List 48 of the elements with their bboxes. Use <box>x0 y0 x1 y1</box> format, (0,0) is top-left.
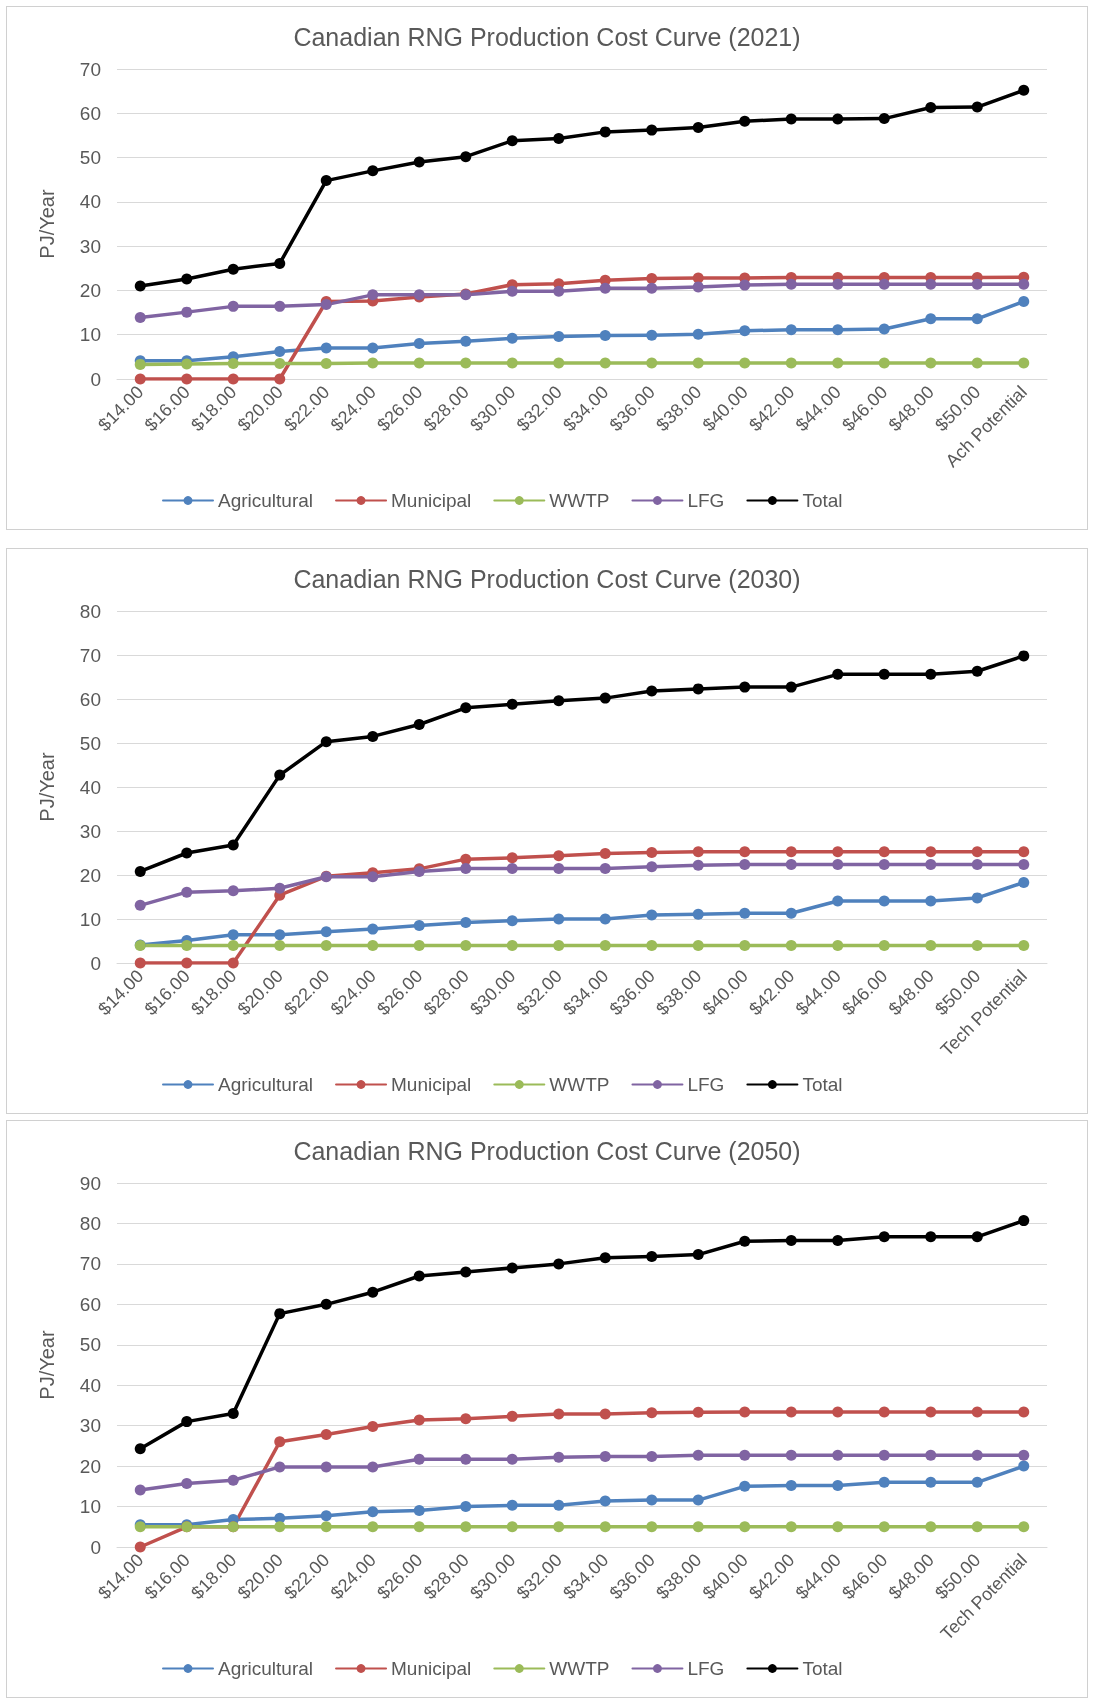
y-tick-label: 40 <box>79 191 101 213</box>
legend-label: LFG <box>687 1658 725 1679</box>
y-tick-label: 40 <box>79 776 101 798</box>
legend-label: WWTP <box>549 1074 610 1095</box>
y-tick-label: 20 <box>79 1455 101 1477</box>
chart-title: Canadian RNG Production Cost Curve (2030) <box>293 564 801 593</box>
y-tick-label: 40 <box>79 1374 101 1396</box>
y-tick-label: 80 <box>79 600 101 622</box>
y-tick-label: 10 <box>79 1496 101 1518</box>
chart-title: Canadian RNG Production Cost Curve (2021) <box>293 22 801 51</box>
legend-label: Total <box>802 1658 843 1679</box>
y-tick-label: 70 <box>79 1253 101 1275</box>
y-tick-label: 20 <box>79 864 101 886</box>
legend-label: Municipal <box>391 490 472 511</box>
y-tick-label: 10 <box>79 324 101 346</box>
y-axis-title: PJ/Year <box>36 1330 58 1400</box>
y-tick-label: 10 <box>79 908 101 930</box>
legend-label: Agricultural <box>218 490 314 511</box>
y-tick-label: 30 <box>79 820 101 842</box>
y-tick-label: 0 <box>90 368 101 390</box>
y-tick-label: 50 <box>79 147 101 169</box>
legend-label: Municipal <box>391 1074 472 1095</box>
y-tick-label: 0 <box>90 952 101 974</box>
legend-label: LFG <box>687 1074 725 1095</box>
y-tick-label: 90 <box>79 1172 101 1194</box>
y-tick-label: 50 <box>79 732 101 754</box>
legend-label: Total <box>802 1074 843 1095</box>
chart-title: Canadian RNG Production Cost Curve (2050) <box>293 1136 801 1165</box>
legend-label: Agricultural <box>218 1658 314 1679</box>
y-tick-label: 70 <box>79 644 101 666</box>
y-tick-label: 70 <box>79 58 101 80</box>
y-axis-title: PJ/Year <box>36 189 58 259</box>
y-tick-label: 60 <box>79 1293 101 1315</box>
legend-label: Municipal <box>391 1658 472 1679</box>
legend-label: WWTP <box>549 490 610 511</box>
y-tick-label: 30 <box>79 1415 101 1437</box>
y-tick-label: 60 <box>79 102 101 124</box>
legend-label: Agricultural <box>218 1074 314 1095</box>
legend-label: LFG <box>687 490 725 511</box>
y-tick-label: 60 <box>79 688 101 710</box>
y-tick-label: 0 <box>90 1536 101 1558</box>
legend-label: WWTP <box>549 1658 610 1679</box>
y-tick-label: 20 <box>79 279 101 301</box>
y-tick-label: 80 <box>79 1212 101 1234</box>
legend-label: Total <box>802 490 843 511</box>
y-tick-label: 30 <box>79 235 101 257</box>
y-tick-label: 50 <box>79 1334 101 1356</box>
y-axis-title: PJ/Year <box>36 752 58 822</box>
